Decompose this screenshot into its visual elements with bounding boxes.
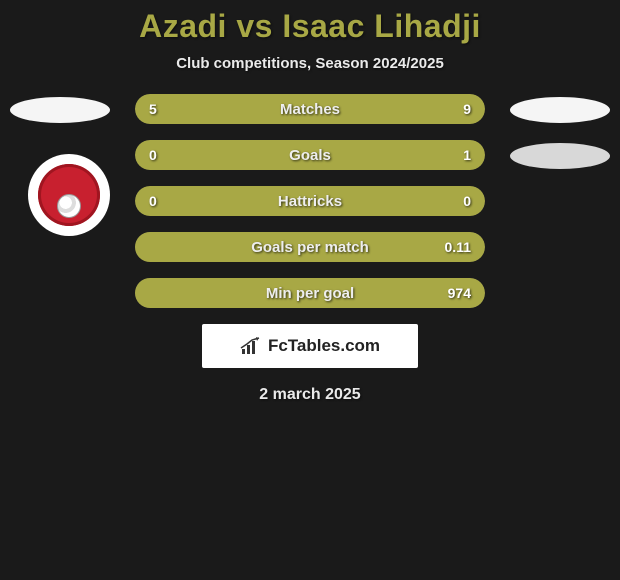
subtitle: Club competitions, Season 2024/2025 xyxy=(0,55,620,72)
stat-bar: 01Goals xyxy=(135,140,485,170)
stat-bar: 59Matches xyxy=(135,94,485,124)
stat-label: Min per goal xyxy=(135,278,485,308)
stat-bar: 0.11Goals per match xyxy=(135,232,485,262)
stat-label: Matches xyxy=(135,94,485,124)
club-badge-left xyxy=(28,154,110,236)
soccer-ball-icon xyxy=(57,194,81,218)
player-right-placeholder-2 xyxy=(510,143,610,169)
stat-label: Goals xyxy=(135,140,485,170)
player-left-placeholder xyxy=(10,97,110,123)
date-label: 2 march 2025 xyxy=(0,386,620,404)
stat-bar: 974Min per goal xyxy=(135,278,485,308)
stat-bar: 00Hattricks xyxy=(135,186,485,216)
page-title: Azadi vs Isaac Lihadji xyxy=(0,0,620,45)
chart-icon xyxy=(240,337,262,355)
player-right-placeholder xyxy=(510,97,610,123)
logo-text: FcTables.com xyxy=(268,336,380,356)
stats-bars: 59Matches 01Goals 00Hattricks 0.11Goals per… xyxy=(135,94,485,308)
club-crest-icon xyxy=(38,164,100,226)
comparison-panel: 59Matches 01Goals 00Hattricks 0.11Goals per… xyxy=(0,94,620,404)
stat-label: Goals per match xyxy=(135,232,485,262)
stat-label: Hattricks xyxy=(135,186,485,216)
fctables-logo: FcTables.com xyxy=(202,324,418,368)
